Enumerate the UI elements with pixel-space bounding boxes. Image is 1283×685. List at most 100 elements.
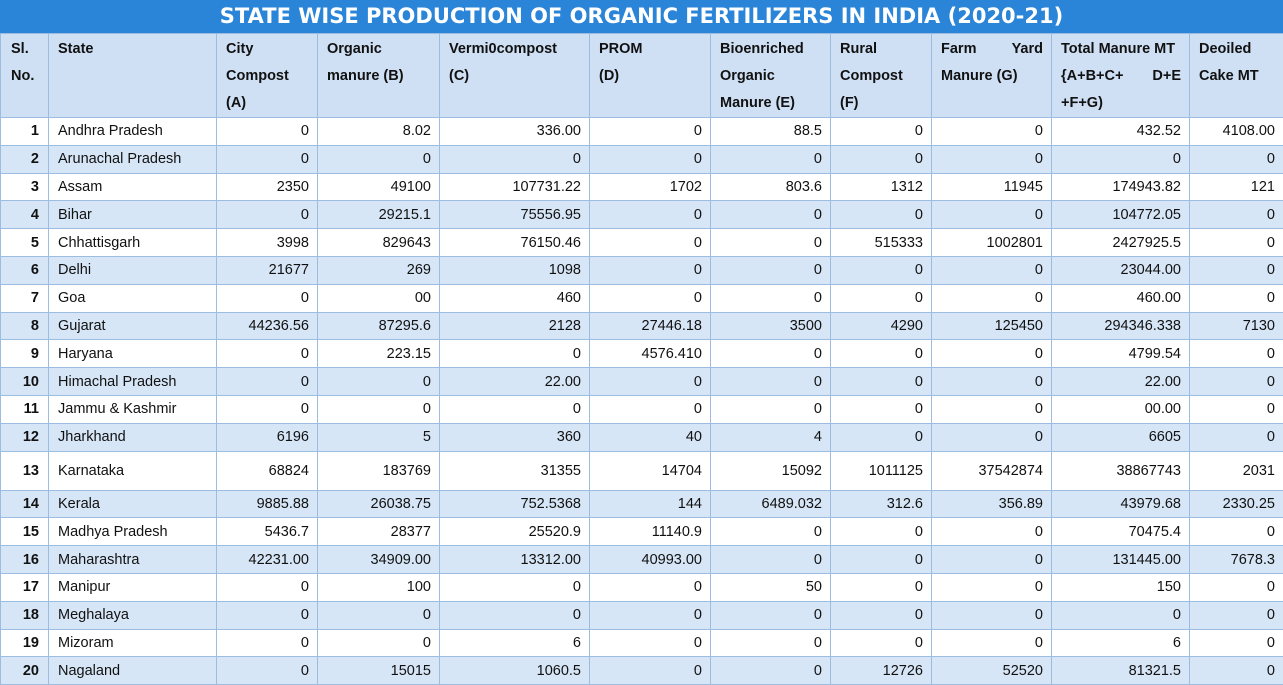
cell-sl-no: 17 (1, 573, 49, 601)
cell-prom: 0 (590, 601, 711, 629)
cell-vermicompost: 22.00 (440, 368, 590, 396)
cell-rural-compost: 1011125 (831, 451, 932, 490)
cell-rural-compost: 0 (831, 145, 932, 173)
cell-sl-no: 3 (1, 173, 49, 201)
cell-total-manure: 81321.5 (1052, 657, 1190, 685)
cell-bioenriched: 803.6 (711, 173, 831, 201)
cell-organic-manure: 26038.75 (318, 490, 440, 518)
cell-prom: 144 (590, 490, 711, 518)
cell-city-compost: 5436.7 (217, 518, 318, 546)
cell-rural-compost: 0 (831, 573, 932, 601)
cell-total-manure: 38867743 (1052, 451, 1190, 490)
cell-farm-yard-manure: 0 (932, 368, 1052, 396)
cell-city-compost: 9885.88 (217, 490, 318, 518)
cell-rural-compost: 0 (831, 340, 932, 368)
cell-state: Andhra Pradesh (49, 118, 217, 146)
cell-vermicompost: 460 (440, 284, 590, 312)
cell-total-manure: 2427925.5 (1052, 229, 1190, 257)
cell-sl-no: 10 (1, 368, 49, 396)
cell-bioenriched: 3500 (711, 312, 831, 340)
cell-total-manure: 0 (1052, 601, 1190, 629)
cell-farm-yard-manure: 0 (932, 118, 1052, 146)
cell-deoiled-cake: 4108.00 (1190, 118, 1283, 146)
cell-city-compost: 0 (217, 573, 318, 601)
page-title: STATE WISE PRODUCTION OF ORGANIC FERTILI… (0, 0, 1283, 33)
cell-sl-no: 8 (1, 312, 49, 340)
cell-deoiled-cake: 0 (1190, 518, 1283, 546)
header-total-manure: Total Manure MT {A+B+C+D+E +F+G) (1052, 34, 1190, 118)
cell-prom: 40 (590, 423, 711, 451)
cell-vermicompost: 0 (440, 601, 590, 629)
cell-farm-yard-manure: 0 (932, 145, 1052, 173)
cell-sl-no: 1 (1, 118, 49, 146)
cell-vermicompost: 752.5368 (440, 490, 590, 518)
cell-state: Arunachal Pradesh (49, 145, 217, 173)
cell-city-compost: 2350 (217, 173, 318, 201)
cell-total-manure: 23044.00 (1052, 256, 1190, 284)
cell-vermicompost: 0 (440, 145, 590, 173)
cell-deoiled-cake: 2330.25 (1190, 490, 1283, 518)
header-prom: PROM(D) (590, 34, 711, 118)
cell-bioenriched: 0 (711, 657, 831, 685)
cell-sl-no: 16 (1, 546, 49, 574)
cell-total-manure: 22.00 (1052, 368, 1190, 396)
cell-prom: 0 (590, 201, 711, 229)
cell-organic-manure: 49100 (318, 173, 440, 201)
cell-deoiled-cake: 0 (1190, 657, 1283, 685)
cell-farm-yard-manure: 11945 (932, 173, 1052, 201)
cell-total-manure: 00.00 (1052, 395, 1190, 423)
cell-state: Goa (49, 284, 217, 312)
cell-rural-compost: 0 (831, 201, 932, 229)
cell-deoiled-cake: 0 (1190, 201, 1283, 229)
cell-bioenriched: 0 (711, 145, 831, 173)
cell-organic-manure: 0 (318, 368, 440, 396)
cell-city-compost: 0 (217, 201, 318, 229)
cell-city-compost: 21677 (217, 256, 318, 284)
cell-prom: 11140.9 (590, 518, 711, 546)
cell-sl-no: 20 (1, 657, 49, 685)
cell-vermicompost: 0 (440, 340, 590, 368)
cell-organic-manure: 0 (318, 629, 440, 657)
cell-prom: 0 (590, 573, 711, 601)
cell-rural-compost: 312.6 (831, 490, 932, 518)
cell-deoiled-cake: 121 (1190, 173, 1283, 201)
cell-deoiled-cake: 0 (1190, 256, 1283, 284)
cell-vermicompost: 0 (440, 395, 590, 423)
cell-farm-yard-manure: 0 (932, 518, 1052, 546)
cell-state: Bihar (49, 201, 217, 229)
cell-organic-manure: 34909.00 (318, 546, 440, 574)
cell-bioenriched: 50 (711, 573, 831, 601)
cell-deoiled-cake: 7130 (1190, 312, 1283, 340)
cell-rural-compost: 0 (831, 118, 932, 146)
cell-rural-compost: 0 (831, 518, 932, 546)
cell-bioenriched: 6489.032 (711, 490, 831, 518)
cell-deoiled-cake: 0 (1190, 601, 1283, 629)
cell-state: Jharkhand (49, 423, 217, 451)
cell-farm-yard-manure: 0 (932, 629, 1052, 657)
cell-deoiled-cake: 0 (1190, 229, 1283, 257)
cell-total-manure: 294346.338 (1052, 312, 1190, 340)
cell-organic-manure: 183769 (318, 451, 440, 490)
cell-state: Mizoram (49, 629, 217, 657)
cell-farm-yard-manure: 37542874 (932, 451, 1052, 490)
cell-total-manure: 4799.54 (1052, 340, 1190, 368)
cell-rural-compost: 4290 (831, 312, 932, 340)
cell-organic-manure: 28377 (318, 518, 440, 546)
cell-organic-manure: 8.02 (318, 118, 440, 146)
cell-city-compost: 0 (217, 395, 318, 423)
cell-rural-compost: 515333 (831, 229, 932, 257)
cell-sl-no: 12 (1, 423, 49, 451)
cell-deoiled-cake: 7678.3 (1190, 546, 1283, 574)
header-state: State (49, 34, 217, 118)
cell-total-manure: 0 (1052, 145, 1190, 173)
